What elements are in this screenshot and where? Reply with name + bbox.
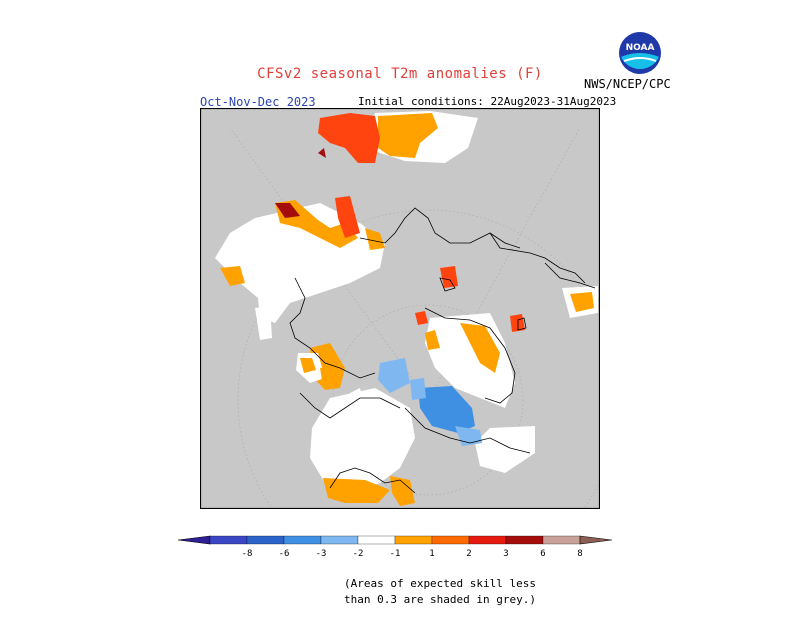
colorbar-tick-label: -8: [242, 549, 253, 559]
colorbar: -8 -6 -3 -2 -1 1 2 3 6 8: [170, 534, 630, 562]
colorbar-tick-label: -3: [316, 549, 327, 559]
colorbar-tick-label: -6: [279, 549, 290, 559]
colorbar-box: [283, 535, 322, 545]
noaa-logo: NOAA: [618, 31, 662, 75]
colorbar-tick-label: 3: [503, 549, 508, 559]
colorbar-tick-label: 2: [466, 549, 471, 559]
colorbar-tick-label: 6: [540, 549, 545, 559]
colorbar-box: [246, 535, 285, 545]
colorbar-box: [357, 535, 396, 545]
colorbar-max-arrow: [579, 535, 613, 545]
colorbar-tick-label: -1: [390, 549, 401, 559]
skill-note: (Areas of expected skill less than 0.3 a…: [340, 576, 540, 608]
colorbar-box: [320, 535, 359, 545]
colorbar-box: [431, 535, 470, 545]
skill-note-line-1: (Areas of expected skill less: [343, 577, 537, 590]
agency-label: NWS/NCEP/CPC: [584, 77, 671, 91]
colorbar-min-arrow: [177, 535, 211, 545]
colorbar-box: [505, 535, 544, 545]
colorbar-tick-label: 1: [429, 549, 434, 559]
colorbar-tick-label: -2: [353, 549, 364, 559]
colorbar-box: [394, 535, 433, 545]
colorbar-box: [542, 535, 581, 545]
polar-anomaly-map: [199, 107, 619, 591]
europe-africa-region: [318, 111, 478, 163]
colorbar-box: [468, 535, 507, 545]
middle-east-warm-anomaly: [335, 196, 360, 238]
north-america-region: [415, 266, 598, 473]
initial-conditions-label: Initial conditions: 22Aug2023-31Aug2023: [358, 95, 617, 108]
colorbar-box: [209, 535, 248, 545]
skill-note-line-2: than 0.3 are shaded in grey.): [343, 593, 537, 606]
arctic-cool-anomaly: [378, 358, 410, 393]
africa-warm-anomaly: [378, 113, 438, 158]
coastlines: [289, 207, 596, 494]
west-africa-warm-anomaly: [318, 113, 380, 163]
page-title: CFSv2 seasonal T2m anomalies (F): [257, 66, 543, 82]
map-frame: [199, 107, 601, 510]
cold-anomaly-region: [378, 358, 482, 446]
season-label: Oct-Nov-Dec 2023: [200, 95, 316, 109]
canada-warm-anomaly: [460, 323, 500, 373]
cool-anomaly-core: [418, 386, 475, 433]
alaska-warm-anomaly: [323, 478, 390, 503]
logo-text: NOAA: [626, 43, 655, 53]
colorbar-tick-label: 8: [577, 549, 582, 559]
